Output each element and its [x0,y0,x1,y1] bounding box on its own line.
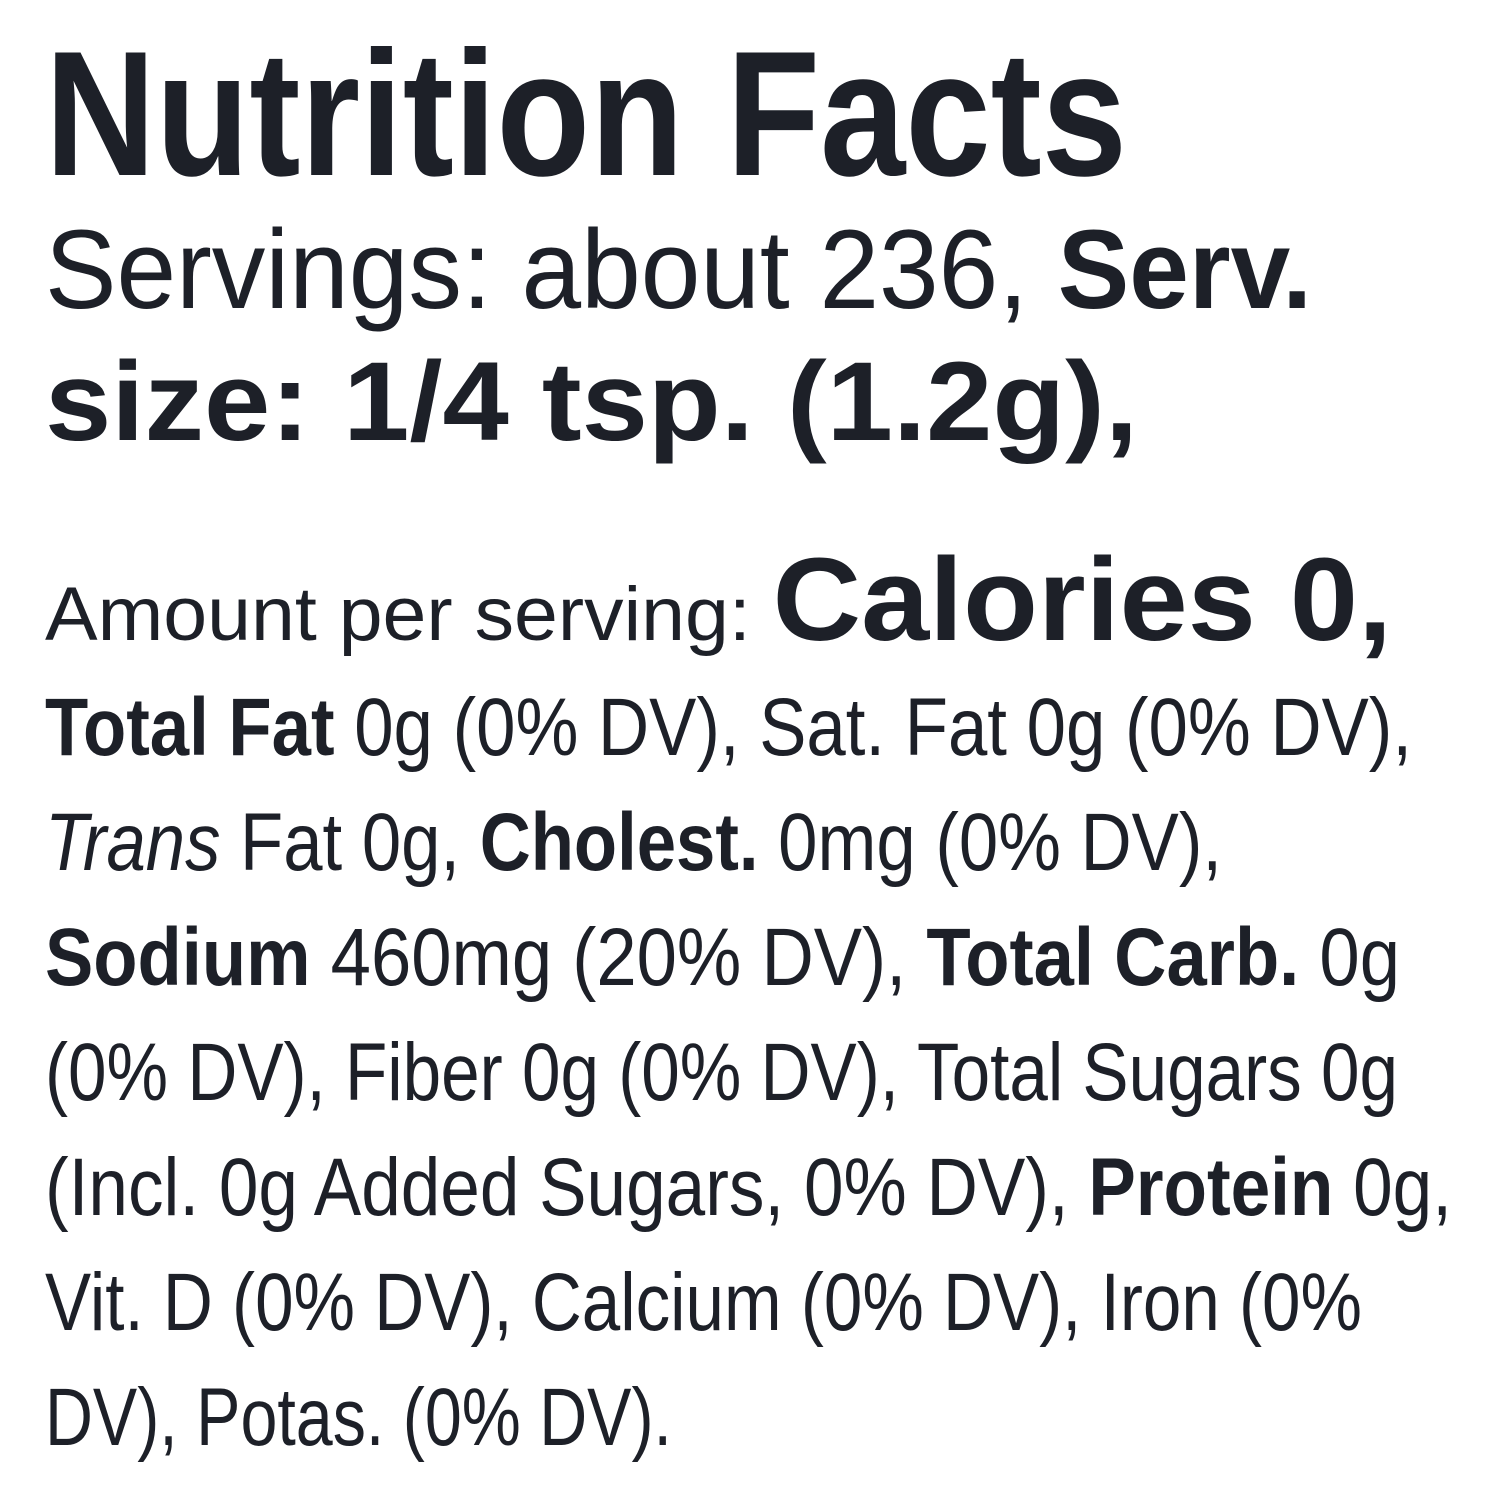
bold-text: Total Fat [45,682,335,773]
text: 460mg (20% DV), [311,912,927,1003]
text: Amount per serving: [45,572,773,657]
text: 0g, [1333,1142,1452,1233]
bold-text: size: 1/4 tsp. (1.2g), [45,339,1138,464]
bold-text: Total Carb. [926,912,1299,1003]
label-line: Amount per serving: Calories 0, [45,534,1392,666]
text: Servings: about 236, [45,207,1058,332]
label-line: Servings: about 236, Serv. [45,207,1312,332]
bold-text: Calories 0, [773,534,1392,666]
label-line: Total Fat 0g (0% DV), Sat. Fat 0g (0% DV… [45,682,1412,773]
label-line: Sodium 460mg (20% DV), Total Carb. 0g [45,912,1400,1003]
bold-text: Cholest. [480,797,759,888]
label-line: (0% DV), Fiber 0g (0% DV), Total Sugars … [45,1027,1398,1118]
text: Vit. D (0% DV), Calcium (0% DV), Iron (0… [45,1257,1362,1348]
label-line: Vit. D (0% DV), Calcium (0% DV), Iron (0… [45,1257,1362,1348]
text: 0g (0% DV), Sat. Fat 0g (0% DV), [335,682,1412,773]
label-line: Trans Fat 0g, Cholest. 0mg (0% DV), [45,797,1222,888]
text: Fat 0g, [220,797,479,888]
text: (Incl. 0g Added Sugars, 0% DV), [45,1142,1088,1233]
text: 0g [1299,912,1400,1003]
text: 0mg (0% DV), [759,797,1222,888]
title: Nutrition Facts [45,14,1127,213]
label-line: DV), Potas. (0% DV). [45,1372,672,1463]
italic-text: Trans [45,797,220,888]
text: DV), Potas. (0% DV). [45,1372,672,1463]
bold-text: Serv. [1058,207,1312,332]
bold-text: Protein [1088,1142,1333,1233]
label-line: (Incl. 0g Added Sugars, 0% DV), Protein … [45,1142,1452,1233]
label-line: size: 1/4 tsp. (1.2g), [45,339,1138,464]
bold-text: Sodium [45,912,311,1003]
text: (0% DV), Fiber 0g (0% DV), Total Sugars … [45,1027,1398,1118]
